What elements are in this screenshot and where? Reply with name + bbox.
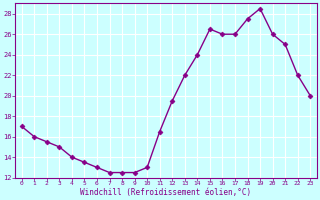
X-axis label: Windchill (Refroidissement éolien,°C): Windchill (Refroidissement éolien,°C): [80, 188, 252, 197]
